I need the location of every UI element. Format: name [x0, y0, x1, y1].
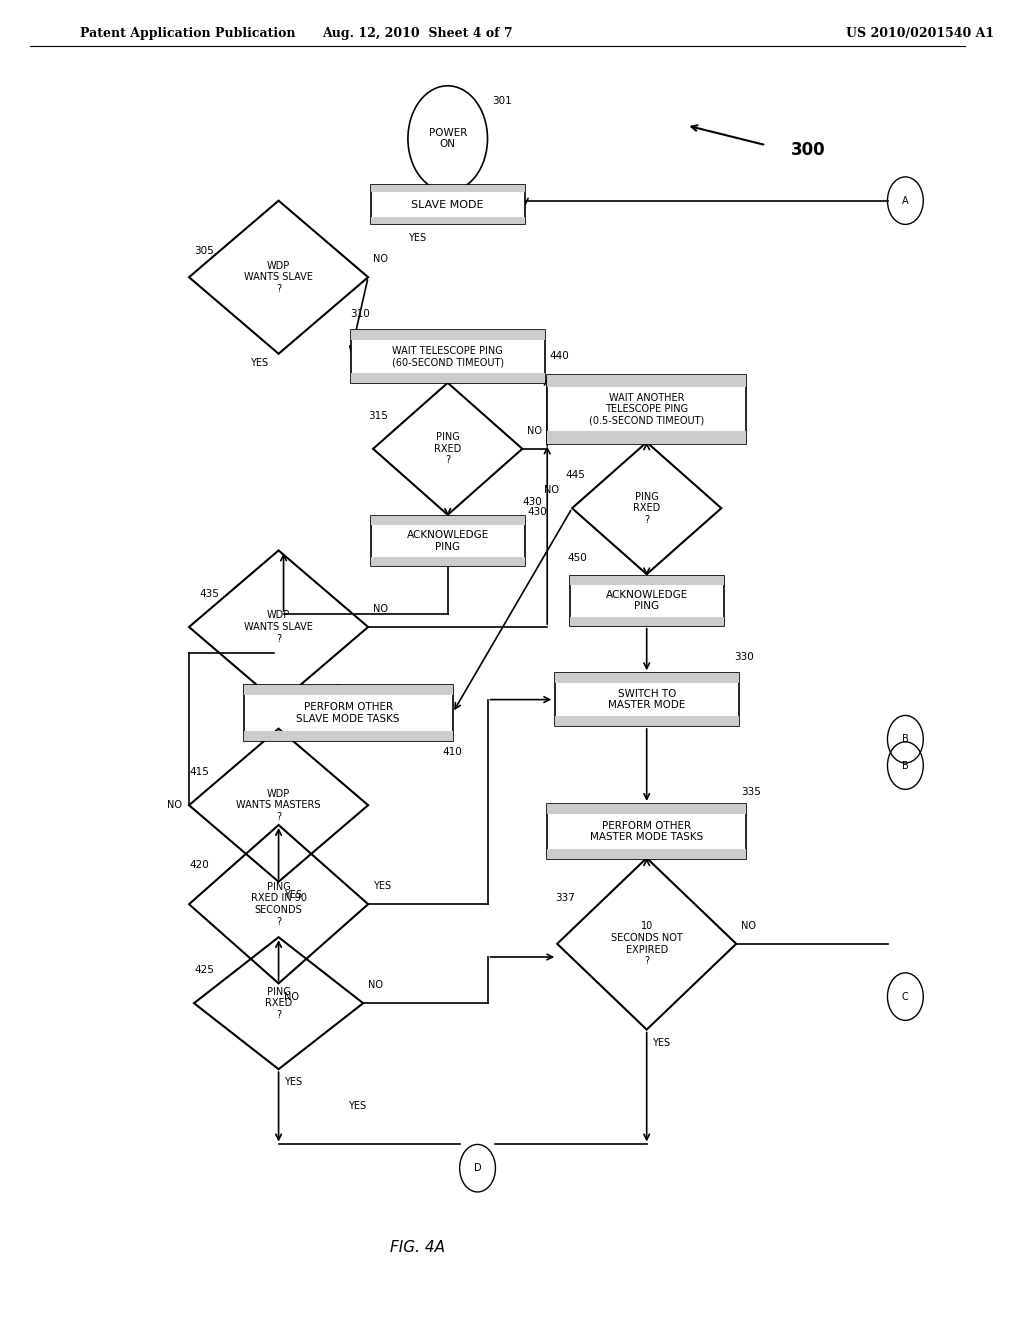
Text: 425: 425 — [194, 965, 214, 975]
Text: SLAVE MODE: SLAVE MODE — [412, 199, 484, 210]
Text: NO: NO — [167, 800, 181, 810]
Text: YES: YES — [284, 1077, 302, 1088]
Text: YES: YES — [284, 711, 302, 722]
FancyBboxPatch shape — [350, 374, 545, 383]
FancyBboxPatch shape — [244, 685, 453, 741]
FancyBboxPatch shape — [555, 717, 738, 726]
FancyBboxPatch shape — [569, 616, 724, 626]
Text: ACKNOWLEDGE
PING: ACKNOWLEDGE PING — [605, 590, 688, 611]
Text: Aug. 12, 2010  Sheet 4 of 7: Aug. 12, 2010 Sheet 4 of 7 — [323, 26, 513, 40]
Text: 410: 410 — [442, 747, 463, 758]
Text: PING
RXED IN 90
SECONDS
?: PING RXED IN 90 SECONDS ? — [251, 882, 306, 927]
Text: WDP
WANTS SLAVE
?: WDP WANTS SLAVE ? — [244, 610, 313, 644]
Text: YES: YES — [408, 232, 426, 243]
Text: YES: YES — [348, 1101, 367, 1111]
Text: YES: YES — [284, 890, 302, 900]
Text: NO: NO — [373, 603, 388, 614]
FancyBboxPatch shape — [569, 576, 724, 626]
FancyBboxPatch shape — [547, 804, 746, 859]
FancyBboxPatch shape — [371, 516, 525, 566]
Text: 445: 445 — [565, 470, 585, 480]
Text: 10
SECONDS NOT
EXPIRED
?: 10 SECONDS NOT EXPIRED ? — [611, 921, 683, 966]
Text: 430: 430 — [522, 496, 542, 507]
FancyBboxPatch shape — [547, 375, 746, 444]
FancyBboxPatch shape — [371, 218, 525, 224]
FancyBboxPatch shape — [350, 330, 545, 383]
Text: YES: YES — [250, 358, 267, 368]
Text: D: D — [474, 1163, 481, 1173]
Text: WAIT TELESCOPE PING
(60-SECOND TIMEOUT): WAIT TELESCOPE PING (60-SECOND TIMEOUT) — [391, 346, 504, 367]
Text: ACKNOWLEDGE
PING: ACKNOWLEDGE PING — [407, 531, 488, 552]
Text: 337: 337 — [555, 892, 575, 903]
Text: 301: 301 — [493, 95, 512, 106]
Text: 315: 315 — [368, 411, 388, 421]
Text: B: B — [902, 734, 908, 744]
Text: WDP
WANTS MASTERS
?: WDP WANTS MASTERS ? — [237, 788, 321, 822]
FancyBboxPatch shape — [371, 185, 525, 191]
Text: Patent Application Publication: Patent Application Publication — [80, 26, 295, 40]
Text: YES: YES — [373, 880, 391, 891]
FancyBboxPatch shape — [371, 557, 525, 566]
Text: NO: NO — [741, 920, 756, 931]
Text: NO: NO — [544, 484, 559, 495]
Text: PING
RXED
?: PING RXED ? — [434, 432, 462, 466]
Text: YES: YES — [651, 1038, 670, 1048]
Text: PERFORM OTHER
MASTER MODE TASKS: PERFORM OTHER MASTER MODE TASKS — [590, 821, 703, 842]
FancyBboxPatch shape — [555, 673, 738, 682]
Text: US 2010/0201540 A1: US 2010/0201540 A1 — [846, 26, 994, 40]
Text: 305: 305 — [194, 246, 214, 256]
Text: YES: YES — [453, 523, 471, 533]
Text: PERFORM OTHER
SLAVE MODE TASKS: PERFORM OTHER SLAVE MODE TASKS — [297, 702, 400, 723]
Text: C: C — [902, 991, 908, 1002]
FancyBboxPatch shape — [555, 673, 738, 726]
FancyBboxPatch shape — [547, 432, 746, 444]
Text: NO: NO — [527, 425, 543, 436]
Text: 420: 420 — [189, 859, 209, 870]
FancyBboxPatch shape — [244, 730, 453, 741]
FancyBboxPatch shape — [547, 375, 746, 387]
FancyBboxPatch shape — [547, 804, 746, 814]
Text: 330: 330 — [734, 652, 754, 663]
Text: 450: 450 — [567, 553, 587, 564]
Text: 415: 415 — [189, 767, 209, 777]
Text: 435: 435 — [199, 589, 219, 599]
FancyBboxPatch shape — [244, 685, 453, 696]
Text: 430: 430 — [527, 507, 547, 517]
Text: A: A — [902, 195, 908, 206]
Text: 335: 335 — [741, 787, 761, 797]
Text: WDP
WANTS SLAVE
?: WDP WANTS SLAVE ? — [244, 260, 313, 294]
Text: 300: 300 — [791, 141, 825, 160]
Text: YES: YES — [651, 582, 670, 593]
FancyBboxPatch shape — [350, 330, 545, 339]
Text: WAIT ANOTHER
TELESCOPE PING
(0.5-SECOND TIMEOUT): WAIT ANOTHER TELESCOPE PING (0.5-SECOND … — [589, 392, 705, 426]
FancyBboxPatch shape — [371, 516, 525, 525]
Text: SWITCH TO
MASTER MODE: SWITCH TO MASTER MODE — [608, 689, 685, 710]
Text: 310: 310 — [350, 309, 370, 319]
Text: NO: NO — [373, 253, 388, 264]
Text: PING
RXED
?: PING RXED ? — [633, 491, 660, 525]
FancyBboxPatch shape — [547, 849, 746, 859]
Text: NO: NO — [284, 991, 299, 1002]
Text: 440: 440 — [549, 351, 569, 362]
Text: PING
RXED
?: PING RXED ? — [265, 986, 292, 1020]
Text: FIG. 4A: FIG. 4A — [390, 1239, 445, 1255]
Text: POWER
ON: POWER ON — [428, 128, 467, 149]
FancyBboxPatch shape — [569, 576, 724, 585]
Text: NO: NO — [368, 979, 383, 990]
Text: B: B — [902, 760, 908, 771]
FancyBboxPatch shape — [371, 185, 525, 224]
